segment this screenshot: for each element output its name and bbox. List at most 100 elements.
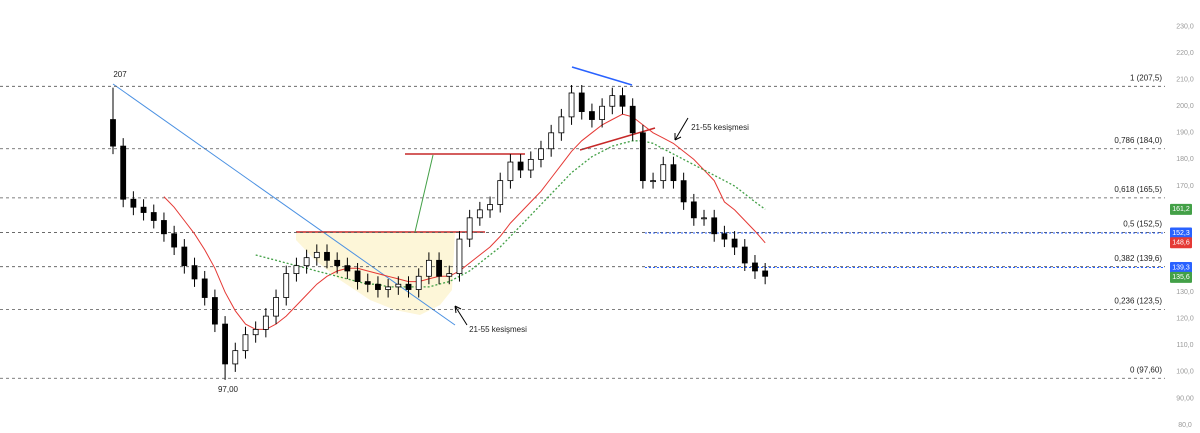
candle-body	[578, 92, 585, 112]
candle-body	[262, 315, 269, 330]
moving-average	[163, 113, 766, 330]
y-tick-label: 210,0	[1176, 77, 1194, 84]
candle-body	[629, 105, 636, 134]
candle-body	[497, 180, 504, 205]
candle-body	[558, 116, 565, 134]
candle-body	[670, 164, 677, 182]
candle-body	[191, 265, 198, 280]
y-tick-label: 90,00	[1176, 395, 1194, 402]
candle-body	[487, 204, 493, 211]
annotation: 21-55 kesişmesi	[469, 325, 527, 334]
candle-body	[150, 212, 157, 221]
candle-body	[476, 209, 483, 219]
candle-body	[242, 334, 249, 352]
y-tick-label: 100,0	[1176, 369, 1194, 376]
candle-body	[527, 158, 534, 171]
candle-body	[690, 201, 697, 219]
candle-body	[293, 265, 300, 275]
fib-label: 1 (207,5)	[1130, 73, 1162, 82]
candle-body	[741, 246, 748, 264]
fib-label: 0 (97,60)	[1130, 365, 1162, 374]
candle-body	[303, 257, 310, 267]
candle-body	[507, 161, 514, 182]
candle-body	[548, 132, 555, 150]
candle-body	[639, 132, 646, 182]
candle-body	[324, 251, 330, 261]
candle-body	[721, 233, 728, 240]
cup-area	[296, 232, 455, 315]
candle-body	[568, 92, 575, 118]
annotation: 97,00	[218, 385, 239, 394]
price-tag-label: 148,6	[1172, 240, 1190, 247]
candle-body	[130, 198, 137, 208]
price-tag	[1170, 262, 1192, 274]
fib-label: 0,618 (165,5)	[1114, 185, 1162, 194]
candle-body	[171, 233, 178, 248]
candle-body	[538, 148, 544, 160]
candle-body	[161, 220, 167, 235]
price-tag	[1170, 227, 1192, 239]
y-tick-label: 220,0	[1176, 50, 1194, 57]
candle-body	[252, 328, 259, 336]
candle-body	[405, 283, 412, 290]
candle-body	[375, 283, 381, 290]
candle-body	[517, 161, 524, 171]
candle-body	[599, 105, 606, 120]
candle-body	[456, 238, 463, 275]
price-tag-label: 152,3	[1172, 230, 1190, 237]
price-tag-label: 135,6	[1172, 274, 1190, 281]
candle-body	[436, 259, 442, 277]
candle-body	[762, 270, 769, 277]
candle-body	[140, 206, 147, 213]
candle-body	[313, 251, 320, 259]
candle-body	[660, 164, 667, 182]
candle-body	[731, 238, 738, 248]
fib-label: 0,236 (123,5)	[1114, 297, 1162, 306]
candle-body	[222, 323, 228, 365]
y-tick-label: 170,0	[1176, 183, 1194, 190]
candle-body	[232, 350, 239, 365]
arrow	[454, 305, 468, 326]
candle-body	[283, 273, 290, 298]
projection-line	[414, 154, 434, 233]
candle-body	[120, 145, 127, 200]
candle-body	[415, 275, 422, 290]
candle-body	[425, 259, 432, 277]
candle-body	[446, 273, 453, 277]
candle-body	[701, 217, 707, 220]
triangle-top	[571, 66, 633, 86]
candle-body	[466, 217, 473, 240]
candle-body	[273, 297, 279, 317]
candle-body	[181, 246, 188, 267]
y-tick-label: 130,0	[1176, 289, 1194, 296]
y-tick-label: 110,0	[1177, 342, 1194, 349]
candle-body	[680, 180, 687, 203]
price-tag-label: 161,2	[1172, 206, 1190, 213]
price-tag	[1170, 203, 1192, 215]
price-tag-label: 139,3	[1172, 264, 1190, 271]
annotation: 21-55 kesişmesi	[691, 123, 749, 132]
arrow	[674, 117, 689, 141]
y-tick-label: 190,0	[1176, 130, 1194, 137]
candle-body	[589, 111, 595, 120]
annotation: 207	[113, 70, 127, 79]
price-tag	[1170, 237, 1192, 249]
candle-body	[334, 259, 341, 267]
y-tick-label: 120,0	[1176, 316, 1194, 323]
candle-body	[609, 95, 616, 107]
y-tick-label: 200,0	[1176, 103, 1194, 110]
candle-body	[354, 270, 361, 282]
fib-label: 0,5 (152,5)	[1123, 220, 1162, 229]
moving-average	[255, 140, 766, 288]
candle-body	[752, 262, 758, 272]
candle-body	[619, 95, 626, 107]
candle-body	[364, 281, 371, 285]
fib-label: 0,382 (139,6)	[1114, 254, 1162, 263]
candle-body	[110, 119, 116, 147]
y-tick-label: 180,0	[1176, 156, 1194, 163]
price-tag	[1170, 271, 1192, 283]
candle-body	[344, 265, 351, 272]
candle-body	[395, 283, 402, 288]
candle-body	[385, 286, 392, 290]
